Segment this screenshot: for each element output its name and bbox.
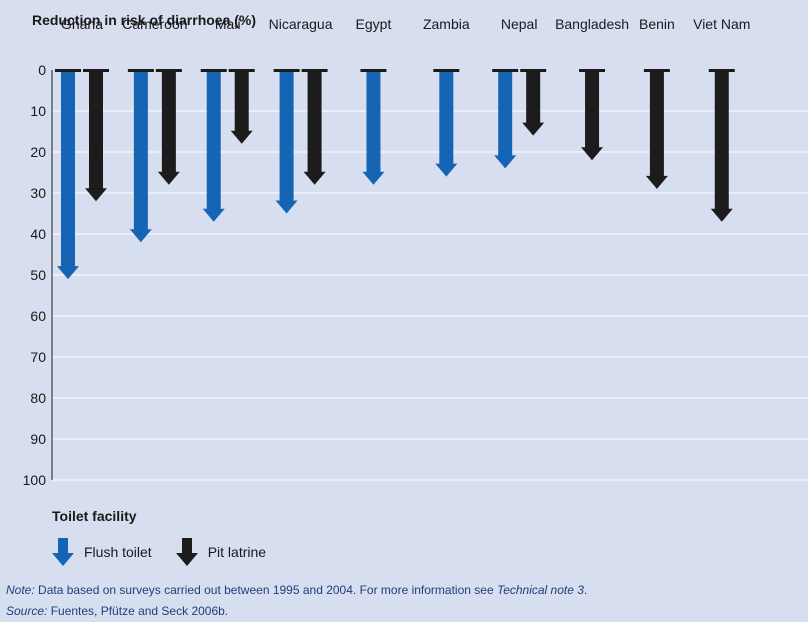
flush-toilet-arrow (129, 72, 152, 243)
source-label: Source: (6, 604, 48, 618)
y-tick-label: 60 (30, 308, 46, 324)
category-label: Viet Nam (693, 16, 750, 32)
legend-item-pit: Pit latrine (175, 538, 267, 566)
category-label: Ghana (61, 16, 103, 32)
source-line: Source: Fuentes, Pfütze and Seck 2006b. (6, 601, 587, 622)
pit-latrine-arrow (157, 72, 180, 185)
notes: Note: Data based on surveys carried out … (6, 580, 587, 622)
arrow-cap (200, 69, 227, 72)
legend-title: Toilet facility (52, 508, 137, 524)
category-label: Egypt (356, 16, 392, 32)
arrow-cap (228, 69, 255, 72)
legend-label-flush: Flush toilet (84, 544, 152, 560)
y-tick-label: 20 (30, 144, 46, 160)
arrow-cap (83, 69, 109, 72)
arrow-bars (55, 69, 735, 280)
pit-latrine-arrow (230, 72, 253, 144)
y-tick-label: 90 (30, 431, 46, 447)
category-label: Nepal (501, 16, 538, 32)
pit-latrine-arrow (522, 72, 545, 136)
y-tick-label: 80 (30, 390, 46, 406)
note-end: . (583, 583, 588, 597)
pit-latrine-arrow (645, 72, 668, 189)
category-label: Bangladesh (555, 16, 629, 32)
y-tick-label: 70 (30, 349, 46, 365)
y-tick-label: 50 (30, 267, 46, 283)
y-tick-label: 0 (38, 62, 46, 78)
y-tick-label: 30 (30, 185, 46, 201)
arrow-cap (433, 69, 460, 72)
pit-arrow-icon (175, 538, 198, 566)
pit-latrine-arrow (303, 72, 326, 185)
y-tick-label: 40 (30, 226, 46, 242)
chart: Reduction in risk of diarrhoea (%) 0 10 20… (23, 12, 808, 488)
flush-arrow-icon (52, 538, 74, 566)
category-label: Nicaragua (269, 16, 333, 32)
arrow-cap (127, 69, 154, 72)
note-line: Note: Data based on surveys carried out … (6, 580, 587, 601)
arrow-cap (55, 69, 81, 72)
flush-toilet-arrow (435, 72, 458, 177)
arrow-cap (155, 69, 182, 72)
arrow-cap (360, 69, 387, 72)
y-tick-label: 100 (23, 472, 47, 488)
source-text: Fuentes, Pfütze and Seck 2006b. (47, 604, 229, 618)
legend-item-flush: Flush toilet (52, 538, 152, 566)
note-text: Data based on surveys carried out betwee… (34, 583, 497, 597)
grid (52, 110, 808, 481)
arrow-cap (273, 69, 300, 72)
pit-latrine-arrow (581, 72, 604, 161)
category-label: Benin (639, 16, 675, 32)
flush-toilet-arrow (494, 72, 517, 169)
y-axis-label: Reduction in risk of diarrhoea (%) (32, 12, 256, 28)
note-label: Note: (6, 583, 35, 597)
arrow-cap (492, 69, 519, 72)
flush-toilet-arrow (57, 72, 79, 280)
flush-toilet-arrow (202, 72, 225, 222)
category-label: Mali (215, 16, 241, 32)
category-label: Cameroon (122, 16, 187, 32)
category-labels: Ghana Cameroon Mali Nicaragua Egypt Zambia Nep… (61, 16, 750, 32)
y-axis: 0 10 20 30 40 50 60 70 80 90 100 (23, 62, 53, 488)
arrow-cap (520, 69, 547, 72)
arrow-cap (643, 69, 670, 72)
note-link: Technical note 3 (496, 583, 584, 597)
y-tick-label: 10 (30, 103, 46, 119)
arrow-cap (301, 69, 328, 72)
legend-label-pit: Pit latrine (207, 544, 267, 560)
category-label: Zambia (423, 16, 470, 32)
flush-toilet-arrow (362, 72, 385, 185)
arrow-cap (708, 69, 735, 72)
legend: Toilet facility Flush toilet Pit latrine (52, 508, 290, 566)
flush-toilet-arrow (275, 72, 298, 214)
pit-latrine-arrow (710, 72, 733, 222)
arrow-cap (579, 69, 606, 72)
pit-latrine-arrow (85, 72, 107, 202)
